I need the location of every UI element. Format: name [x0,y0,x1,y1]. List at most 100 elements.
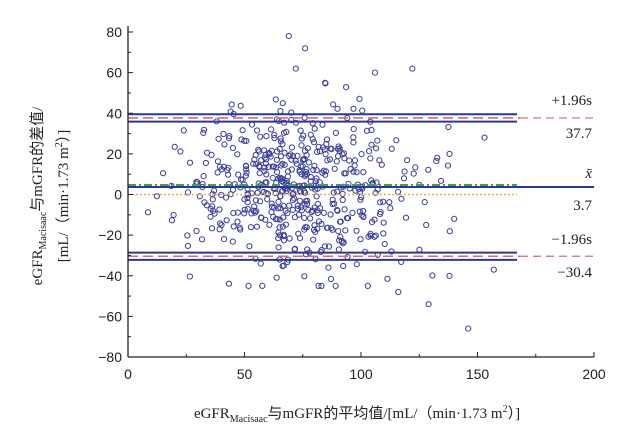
scatter-point [215,135,222,142]
scatter-point [281,149,288,156]
scatter-point [234,218,241,225]
scatter-point [168,217,175,224]
scatter-point [335,153,342,160]
scatter-point [322,79,329,86]
scatter-point [425,166,432,173]
scatter-point [314,200,321,207]
scatter-point [349,209,356,216]
scatter-point [377,199,384,206]
scatter-point [280,262,287,269]
scatter-point [310,139,318,146]
scatter-point [237,102,244,109]
scatter-point [364,282,371,289]
lower-loa-label: −1.96s [551,232,592,248]
scatter-point [296,168,303,176]
scatter-point [214,169,221,176]
y-tick-label: −40 [98,268,122,284]
scatter-point [263,179,270,186]
scatter-point [360,169,367,176]
scatter-point [404,157,411,164]
scatter-point [367,155,374,162]
scatter-point [263,133,270,140]
scatter-point [253,161,260,168]
scatter-point [328,225,335,232]
scatter-point [254,127,261,134]
scatter-point [186,273,193,280]
scatter-point [274,216,281,223]
scatter-point [272,190,279,197]
scatter-point [335,143,342,150]
scatter-point [410,170,417,177]
scatter-point [269,203,276,210]
x-tick-label: 100 [349,366,373,382]
scatter-point [330,101,337,108]
scatter-point [245,282,252,289]
scatter-point [279,100,286,107]
scatter-point [279,141,286,148]
scatter-point [284,210,291,217]
scatter-point [288,166,295,173]
scatter-point [276,174,284,181]
scatter-point [320,209,327,216]
scatter-point [368,141,375,148]
scatter-point [318,220,325,228]
scatter-point [380,230,387,237]
scatter-point [283,128,290,135]
scatter-point [416,246,423,253]
scatter-point [444,162,452,169]
scatter-point [335,146,342,153]
scatter-point [334,207,341,214]
scatter-point [351,162,358,169]
scatter-point [263,156,270,163]
scatter-point [276,224,283,231]
scatter-point [386,199,393,206]
scatter-point [225,135,233,142]
y-tick-label: −80 [98,349,122,365]
scatter-point [350,134,357,141]
scatter-point [229,238,236,245]
scatter-point [372,189,379,196]
scatter-point [234,151,241,158]
scatter-point [374,137,381,144]
scatter-point [275,205,282,212]
scatter-point [275,198,282,205]
scatter-point [275,244,282,251]
scatter-point [294,205,301,212]
scatter-point [177,148,184,155]
scatter-point [358,151,365,158]
scatter-point [277,135,284,142]
scatter-point [357,196,364,203]
scatter-point [207,213,214,220]
scatter-point [323,224,331,231]
scatter-point [322,150,329,158]
scatter-point [307,174,314,181]
scatter-point [359,107,366,114]
scatter-point [481,134,488,141]
scatter-point [228,101,235,108]
scatter-point [235,171,242,178]
scatter-point [300,132,307,139]
scatter-point [248,190,255,197]
x-axis-title: eGFRMacisaac与mGFR的平均值/[mL/（min·1.73 m2）] [194,404,520,425]
scatter-point [312,182,320,189]
scatter-point [446,228,453,235]
scatter-point [281,119,288,126]
scatter-point [261,154,268,161]
scatter-point [279,187,286,194]
scatter-point [239,127,246,134]
scatter-point [201,126,208,133]
scatter-point [258,157,265,164]
axes: −80 −60 −40 −20 0 20 40 60 80 0 50 100 150 200 [98,24,606,382]
scatter-point [279,160,286,167]
scatter-point [243,166,250,173]
scatter-point [319,121,326,128]
scatter-point [409,65,416,72]
scatter-point [388,145,395,152]
scatter-point [330,189,337,196]
scatter-point [395,288,402,296]
scatter-point [210,207,217,214]
scatter-point [314,209,321,216]
scatter-point [373,145,380,152]
scatter-point [292,119,300,126]
scatter-point [433,158,440,165]
